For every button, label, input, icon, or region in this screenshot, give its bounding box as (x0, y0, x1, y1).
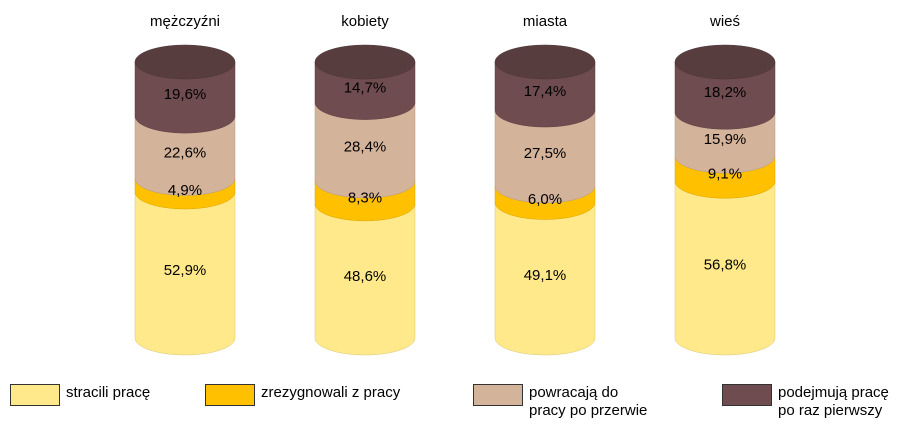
cylinder-top (134, 44, 236, 80)
value-label: 52,9% (164, 262, 207, 279)
value-label: 49,1% (524, 267, 567, 284)
legend-swatch (205, 384, 255, 406)
cylinder-top (314, 44, 416, 80)
value-label: 6,0% (528, 191, 562, 208)
cylinder-segment (134, 191, 236, 356)
value-label: 8,3% (348, 189, 382, 206)
value-label: 4,9% (168, 182, 202, 199)
category-label: kobiety (341, 13, 389, 30)
value-label: 56,8% (704, 257, 747, 274)
cylinder-segment (494, 109, 596, 204)
cylinder-top (494, 44, 596, 80)
value-label: 19,6% (164, 86, 207, 103)
value-label: 28,4% (344, 139, 387, 156)
value-label: 15,9% (704, 131, 747, 148)
category-label: mężczyźni (150, 13, 220, 30)
value-label: 48,6% (344, 268, 387, 285)
category-label: wieś (709, 13, 740, 30)
value-label: 18,2% (704, 84, 747, 101)
legend-label: podejmują pracę po raz pierwszy (778, 384, 889, 419)
legend-swatch (722, 384, 772, 406)
legend-item: podejmują pracę po raz pierwszy (722, 384, 908, 420)
legend-item: powracają do pracy po przerwie (473, 384, 659, 420)
cylinder-segment (314, 203, 416, 356)
value-label: 17,4% (524, 83, 567, 100)
value-label: 22,6% (164, 144, 207, 161)
legend-item: stracili pracę (10, 384, 226, 406)
value-label: 9,1% (708, 166, 742, 183)
legend-label: stracili pracę (66, 384, 151, 401)
legend-label: powracają do pracy po przerwie (529, 384, 648, 419)
legend-swatch (473, 384, 523, 406)
value-label: 27,5% (524, 145, 567, 162)
cylinder-segment (674, 180, 776, 356)
cylinder-top (674, 44, 776, 80)
value-label: 14,7% (344, 79, 387, 96)
legend-item: zrezygnowali z pracy (205, 384, 421, 406)
legend-swatch (10, 384, 60, 406)
cylinder-segment (494, 202, 596, 356)
cylinder-segment (314, 102, 416, 199)
cylinder-segment (134, 61, 236, 134)
cylinder-segment (134, 115, 236, 196)
cylinder-segment (674, 111, 776, 174)
category-label: miasta (523, 13, 568, 30)
cylinder-segment (674, 61, 776, 130)
legend-label: zrezygnowali z pracy (261, 384, 401, 401)
cylinder-segment (494, 61, 596, 128)
chart: mężczyźni kobiety miasta wieś 52,9% 4,9% 22,6%… (134, 13, 776, 356)
